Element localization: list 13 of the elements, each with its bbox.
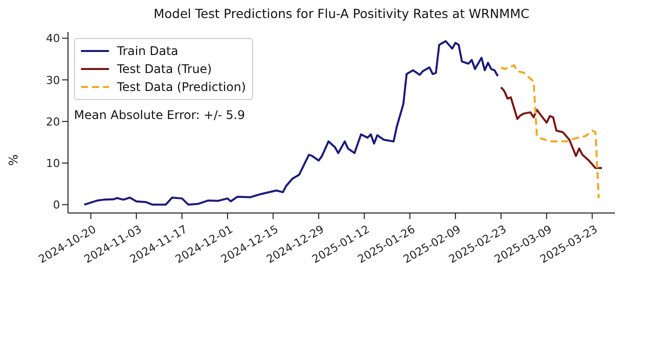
y-tick-label: 20 <box>46 115 60 128</box>
y-tick-label: 40 <box>46 32 60 46</box>
line-series <box>500 64 600 200</box>
legend-label: Test Data (Prediction) <box>117 80 246 94</box>
legend-label: Test Data (True) <box>117 62 212 76</box>
chart-title: Model Test Predictions for Flu-A Positivity Rates at WRNMMC <box>152 6 530 21</box>
line-series <box>500 86 603 170</box>
legend-label: Train Data <box>117 44 178 58</box>
annotation: Mean Absolute Error: +/- 5.9 <box>74 108 245 122</box>
y-tick-label: 0 <box>53 198 60 212</box>
y-tick-label: 10 <box>46 156 60 170</box>
y-tick-label: 30 <box>46 74 60 87</box>
y-axis-title: % <box>6 154 21 166</box>
